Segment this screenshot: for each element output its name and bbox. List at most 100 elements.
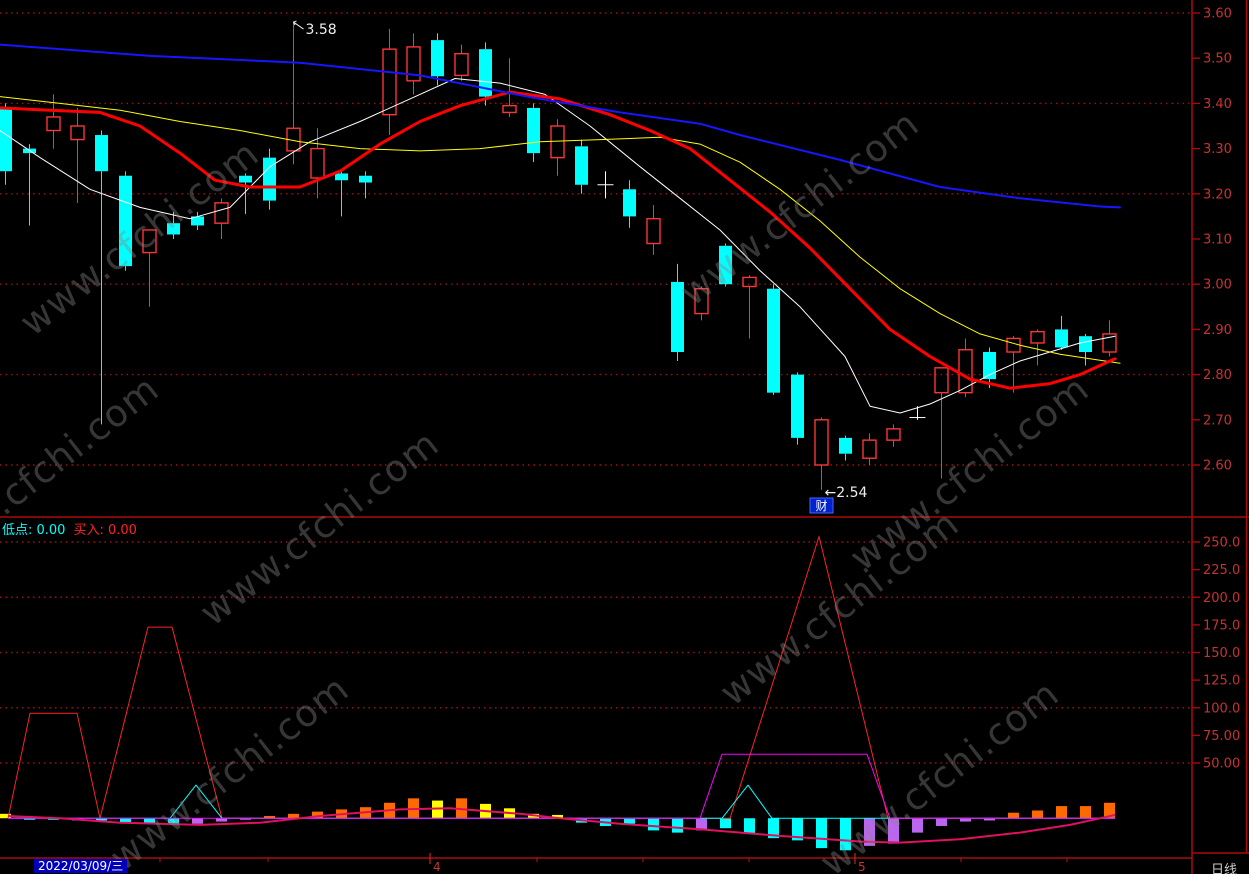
annotation-line bbox=[293, 21, 304, 30]
y-axis-label: 100.0 bbox=[1203, 701, 1240, 716]
candle-body bbox=[142, 229, 157, 254]
candle-body bbox=[742, 276, 757, 288]
y-axis-label: 3.30 bbox=[1203, 142, 1232, 157]
y-axis-label: 3.00 bbox=[1203, 278, 1232, 293]
indicator-bar bbox=[312, 811, 323, 819]
candle-body bbox=[359, 175, 372, 183]
y-axis-label: 75.00 bbox=[1203, 729, 1240, 744]
candle-body bbox=[119, 175, 132, 267]
indicator-bar bbox=[288, 813, 299, 819]
y-axis-label: 250.0 bbox=[1203, 536, 1240, 551]
y-axis-label: 2.70 bbox=[1203, 413, 1232, 428]
indicator-bar bbox=[240, 818, 251, 820]
indicator-bar bbox=[816, 818, 827, 849]
ma-red bbox=[0, 90, 1117, 390]
candle-body bbox=[191, 216, 204, 226]
candle-body bbox=[575, 146, 588, 185]
indicator-bar bbox=[1008, 812, 1019, 819]
indicator-bar bbox=[768, 818, 779, 839]
candle-body bbox=[502, 104, 517, 114]
candle-body bbox=[95, 135, 108, 172]
buy-line bbox=[7, 536, 1115, 819]
indicator-bar bbox=[912, 818, 923, 833]
month-label: 4 bbox=[433, 860, 441, 874]
smooth-line bbox=[7, 807, 1116, 844]
candle-body bbox=[1055, 329, 1068, 348]
indicator-bar bbox=[120, 818, 131, 823]
candle-body bbox=[814, 419, 829, 466]
indicator-bar bbox=[1056, 806, 1067, 819]
indicator-bar bbox=[720, 818, 731, 829]
grid-layer: 3.60 3.50 3.40 3.30 3.20 3.10 3.00 2.90 2.80 2.70… bbox=[0, 7, 1240, 772]
candle-body bbox=[646, 217, 661, 245]
candle-body bbox=[335, 173, 348, 181]
indicator-bar bbox=[216, 818, 227, 822]
y-axis-label: 3.10 bbox=[1203, 233, 1232, 248]
indicator-bar bbox=[696, 818, 707, 831]
y-axis-label: 175.0 bbox=[1203, 618, 1240, 633]
low-price-annotation: ←2.54 bbox=[825, 485, 868, 501]
indicator-bar bbox=[624, 818, 635, 824]
candle-body bbox=[1102, 333, 1117, 353]
period-label[interactable]: 日线 bbox=[1211, 863, 1238, 874]
candle-body bbox=[239, 175, 252, 183]
indicator-bar bbox=[864, 818, 875, 846]
indicator-bar bbox=[840, 818, 851, 851]
indicator-bar bbox=[1032, 810, 1043, 819]
candle-body bbox=[719, 245, 732, 285]
ma-white bbox=[0, 78, 1116, 414]
ma-yellow bbox=[0, 96, 1121, 364]
candle-body bbox=[958, 349, 973, 394]
candlestick-layer[interactable] bbox=[0, 22, 1117, 490]
indicator-bar bbox=[888, 818, 899, 844]
candle-body bbox=[431, 40, 444, 77]
candle-body bbox=[862, 439, 877, 459]
ma-lines-layer bbox=[0, 43, 1121, 414]
indicator-bar bbox=[744, 818, 755, 834]
indicator-bar bbox=[648, 818, 659, 831]
y-axis-label: 3.20 bbox=[1203, 187, 1232, 202]
candle-body bbox=[0, 107, 12, 172]
candle-body bbox=[694, 288, 709, 315]
indicator-bar bbox=[936, 818, 947, 826]
candle-body bbox=[310, 147, 325, 179]
candle-body bbox=[46, 116, 61, 132]
candle-body bbox=[527, 107, 540, 154]
candle-body bbox=[767, 288, 780, 393]
candle-body bbox=[454, 52, 469, 77]
y-axis-label: 125.0 bbox=[1203, 674, 1240, 689]
y-axis-label: 2.60 bbox=[1203, 459, 1232, 474]
indicator-bar bbox=[552, 814, 563, 819]
candle-body bbox=[839, 437, 852, 454]
indicator-lines-layer bbox=[7, 536, 1116, 844]
low-line bbox=[8, 784, 1115, 819]
flag-badge-label: 财 bbox=[815, 499, 827, 513]
y-axis-label: 200.0 bbox=[1203, 591, 1240, 606]
high-price-annotation: 3.58 bbox=[306, 22, 337, 38]
indicator-bar bbox=[24, 818, 35, 820]
indicator-bar bbox=[192, 818, 203, 824]
candle-body bbox=[1030, 330, 1045, 344]
indicator-bar bbox=[144, 818, 155, 824]
candle-body bbox=[1006, 337, 1021, 353]
y-axis-label: 3.60 bbox=[1203, 7, 1232, 22]
y-axis-label: 50.00 bbox=[1203, 757, 1240, 772]
indicator-bar bbox=[672, 818, 683, 833]
y-axis-label: 150.0 bbox=[1203, 646, 1240, 661]
flag-badge[interactable] bbox=[809, 497, 834, 514]
candle-body bbox=[623, 189, 636, 217]
candle-body bbox=[934, 367, 949, 394]
candle-body bbox=[791, 374, 804, 438]
indicator-buy-label: 买入: 0.00 bbox=[73, 523, 137, 538]
date-label[interactable]: 2022/03/09/三 bbox=[34, 859, 128, 873]
candle-body bbox=[983, 352, 996, 380]
month-label: 5 bbox=[858, 860, 866, 874]
y-axis-label: 2.80 bbox=[1203, 368, 1232, 383]
indicator-bar bbox=[792, 818, 803, 841]
indicator-bar bbox=[1080, 806, 1091, 819]
indicator-bar bbox=[1104, 802, 1115, 819]
indicator-bar bbox=[0, 813, 11, 819]
